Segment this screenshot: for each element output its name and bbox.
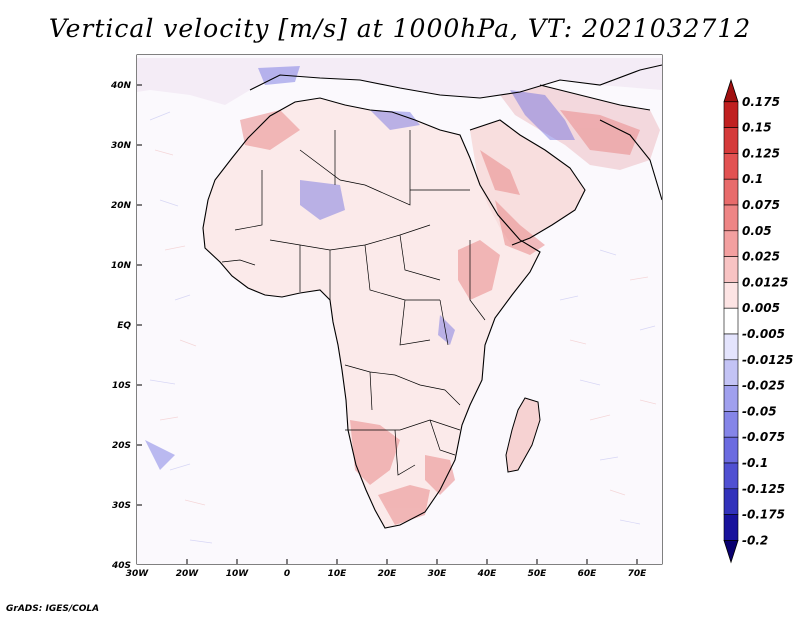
lon-tick: 10E <box>328 569 348 579</box>
lon-tick: 70E <box>628 569 648 579</box>
lon-tick: 20W <box>176 569 200 579</box>
lon-tick: 30W <box>126 569 150 579</box>
lat-tick: 10S <box>112 381 131 391</box>
lat-tick: 10N <box>111 261 132 271</box>
colorbar-swatch <box>723 127 739 154</box>
colorbar-swatch <box>723 282 739 309</box>
lat-axis: 40N 30N 20N 10N EQ 10S 20S 30S 40S <box>110 81 132 571</box>
colorbar-label: -0.2 <box>742 533 768 547</box>
colorbar-label: 0.15 <box>742 121 772 135</box>
colorbar-swatch <box>723 411 739 438</box>
colorbar-label: -0.075 <box>742 430 785 444</box>
lon-tick: 40E <box>477 569 498 579</box>
colorbar-bottom-arrow <box>723 540 739 564</box>
lon-tick: 20E <box>378 569 398 579</box>
colorbar-label: 0.005 <box>742 301 780 315</box>
colorbar-label: -0.175 <box>742 508 785 522</box>
colorbar-top-arrow <box>723 78 739 103</box>
colorbar-label: -0.125 <box>742 482 785 496</box>
colorbar-label: -0.0125 <box>742 353 793 367</box>
colorbar-swatch <box>723 488 739 515</box>
colorbar-label: -0.1 <box>742 456 768 470</box>
colorbar-label: 0.1 <box>742 172 763 186</box>
colorbar-swatch <box>723 307 739 335</box>
colorbar-swatch <box>723 385 739 412</box>
lat-tick: EQ <box>117 321 131 331</box>
lat-tick: 20N <box>111 201 132 211</box>
colorbar-swatch <box>723 462 739 490</box>
colorbar-swatch <box>723 333 739 361</box>
colorbar-label: -0.025 <box>742 379 785 393</box>
lon-tick: 30E <box>428 569 448 579</box>
colorbar-swatch <box>723 230 739 257</box>
lon-tick: 50E <box>528 569 548 579</box>
colorbar-label: 0.0125 <box>742 275 788 289</box>
colorbar-swatch <box>723 256 739 283</box>
lat-tick: 20S <box>112 441 131 451</box>
colorbar-label: -0.005 <box>742 327 785 341</box>
colorbar-label: 0.175 <box>742 95 780 109</box>
colorbar-swatch <box>723 436 739 464</box>
colorbar-swatch <box>723 359 739 386</box>
colorbar-swatch <box>723 101 739 128</box>
lat-tick: 30S <box>112 501 131 511</box>
colorbar-swatch <box>723 178 739 206</box>
lon-axis: 30W 20W 10W 0 10E 20E 30E 40E 50E 60E 70… <box>126 569 647 579</box>
africa-landmass <box>203 98 540 528</box>
lon-tick: 10W <box>226 569 250 579</box>
colorbar-swatch <box>723 204 739 232</box>
colorbar-swatch <box>723 153 739 180</box>
colorbar: 0.175 0.15 0.125 0.1 0.075 0.05 0.025 0.0125 0.0… <box>723 78 793 564</box>
map-title: Vertical velocity [m/s] at 1000hPa, VT: … <box>48 14 752 43</box>
colorbar-label: 0.075 <box>742 198 780 212</box>
colorbar-label: -0.05 <box>742 404 777 418</box>
lon-tick: 60E <box>578 569 598 579</box>
colorbar-label: 0.05 <box>742 224 772 238</box>
lat-tick: 40S <box>111 561 131 571</box>
colorbar-label: 0.125 <box>742 146 780 160</box>
map-field <box>137 55 663 564</box>
madagascar-landmass <box>505 397 541 473</box>
lon-tick: 0 <box>284 569 290 579</box>
colorbar-swatch <box>723 514 739 541</box>
lat-tick: 30N <box>111 141 132 151</box>
grads-credit: GrADS: IGES/COLA <box>6 604 100 614</box>
colorbar-label: 0.025 <box>742 250 780 264</box>
lat-tick: 40N <box>110 81 132 91</box>
